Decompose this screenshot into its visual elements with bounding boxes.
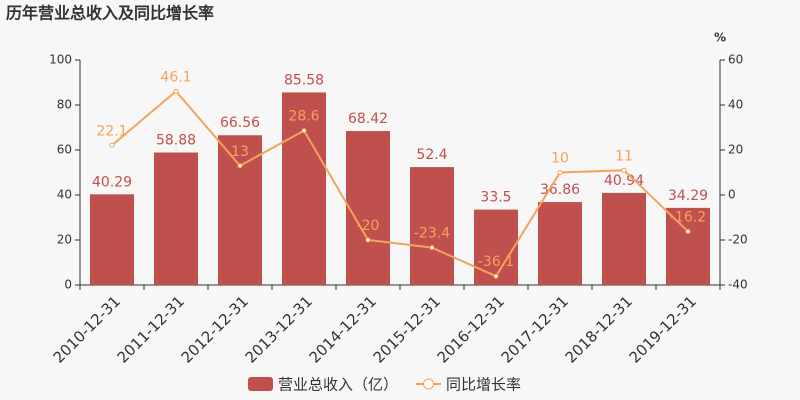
bar: [410, 167, 454, 285]
line-value-label: 22.1: [96, 123, 127, 139]
x-tick-label: 2010-12-31: [50, 292, 124, 366]
y-tick-label: 80: [57, 98, 72, 112]
line-value-label: -36.1: [478, 254, 514, 270]
line-point: [493, 273, 499, 279]
y2-tick-label: 0: [728, 188, 736, 202]
line-value-label: 28.6: [288, 109, 319, 125]
y2-tick-label: 60: [728, 53, 743, 67]
x-tick-label: 2013-12-31: [242, 292, 316, 366]
bar: [282, 92, 326, 285]
y2-tick-label: -20: [728, 233, 748, 247]
line-point: [365, 237, 371, 243]
bar: [90, 194, 134, 285]
line-point: [301, 128, 307, 134]
legend-item: 营业总收入（亿）: [248, 376, 398, 394]
legend-label: 营业总收入（亿）: [278, 376, 398, 394]
line-point: [621, 167, 627, 173]
legend-item: 同比增长率: [416, 376, 521, 394]
line-value-label: -16.2: [670, 209, 706, 225]
x-tick-label: 2018-12-31: [562, 292, 636, 366]
y-tick-label: 40: [57, 188, 72, 202]
y-tick-label: 60: [57, 143, 72, 157]
line-point: [173, 88, 179, 94]
chart-title: 历年营业总收入及同比增长率: [6, 4, 214, 23]
line-value-label: 10: [551, 151, 569, 167]
bar: [346, 131, 390, 285]
x-tick-label: 2011-12-31: [114, 292, 188, 366]
x-tick-label: 2015-12-31: [370, 292, 444, 366]
line: [111, 89, 689, 278]
bar-value-label: 68.42: [348, 111, 388, 127]
legend-swatch-point: [423, 378, 435, 390]
bar: [154, 152, 198, 285]
bar-value-label: 58.88: [156, 133, 196, 149]
y2-tick-label: 20: [728, 143, 743, 157]
x-tick-label: 2014-12-31: [306, 292, 380, 366]
bar: [666, 207, 710, 285]
line-point: [557, 170, 563, 175]
bar-value-label: 36.86: [540, 182, 580, 198]
line-value-label: 11: [615, 148, 633, 164]
bar-value-label: 40.94: [604, 173, 644, 189]
bar: [218, 135, 262, 285]
line-point: [109, 142, 115, 148]
bar: [602, 192, 646, 285]
bar-value-label: 33.5: [480, 190, 511, 206]
x-tick-label: 2017-12-31: [498, 292, 572, 366]
bar-value-label: 34.29: [668, 188, 708, 204]
y-tick-label: 0: [64, 278, 72, 292]
y-tick-label: 20: [57, 233, 72, 247]
x-tick-label: 2012-12-31: [178, 292, 252, 366]
y2-tick-label: 40: [728, 98, 743, 112]
y2-axis-label: %: [714, 31, 726, 45]
bar-value-label: 40.29: [92, 174, 132, 190]
line-point: [685, 228, 691, 234]
line-value-label: -23.4: [414, 226, 450, 242]
bar-value-label: 85.58: [284, 72, 324, 88]
line-value-label: 13: [231, 144, 249, 160]
legend-label: 同比增长率: [446, 376, 521, 394]
bar: [474, 209, 518, 285]
y2-tick-label: -40: [728, 278, 748, 292]
line-value-label: 46.1: [160, 69, 191, 85]
legend-swatch: [248, 377, 273, 391]
line-value-label: -20: [357, 218, 380, 234]
line-point: [237, 163, 243, 169]
x-tick-label: 2016-12-31: [434, 292, 508, 366]
y-tick-label: 100: [49, 53, 72, 67]
bar-value-label: 52.4: [416, 147, 447, 163]
x-tick-label: 2019-12-31: [626, 292, 700, 366]
bar-value-label: 66.56: [220, 115, 260, 131]
bar: [538, 202, 582, 285]
line-point: [429, 245, 435, 251]
